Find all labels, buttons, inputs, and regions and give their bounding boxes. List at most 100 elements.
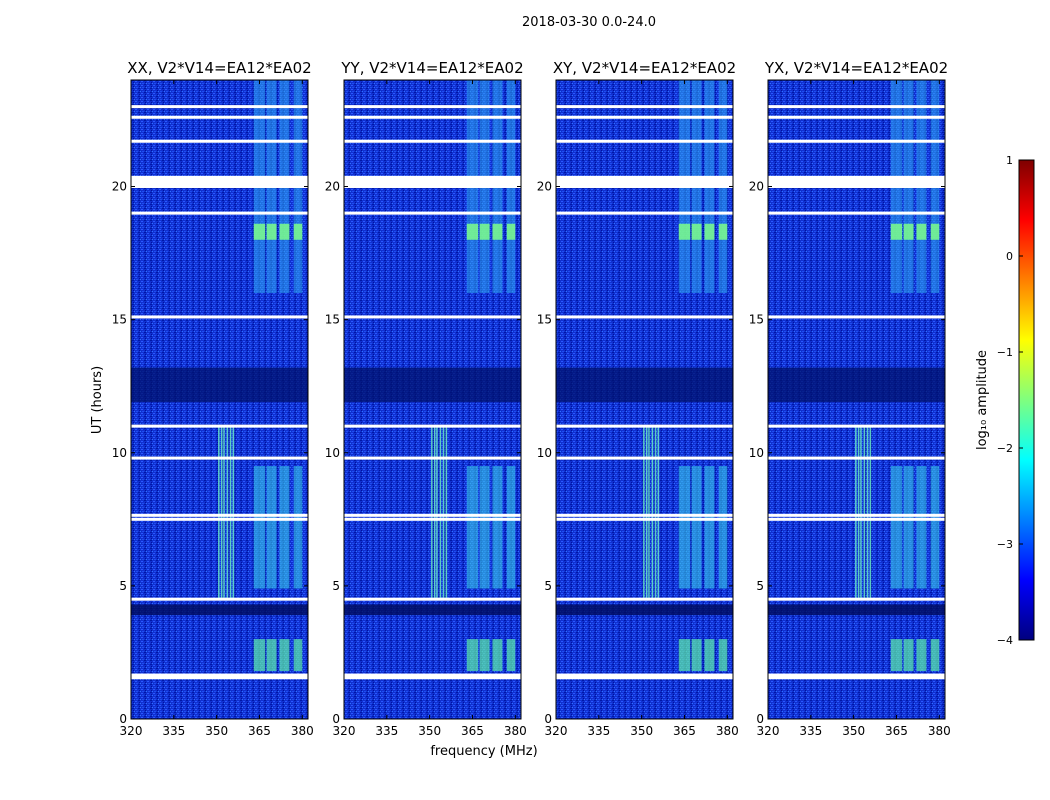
dark-band — [131, 604, 308, 616]
y-tick-label: 0 — [544, 712, 552, 726]
rfi-spike — [439, 426, 442, 600]
rfi-spike — [229, 426, 232, 600]
y-tick-label: 0 — [756, 712, 764, 726]
panel-3: YX, V2*V14=EA12*EA02 320 335 350 365 380 0 5 10 1… — [749, 59, 951, 738]
rfi-band-bright — [678, 223, 691, 240]
x-tick-label: 320 — [545, 724, 568, 738]
y-tick-label: 15 — [112, 313, 127, 327]
flagged-row — [768, 676, 945, 680]
figure-ylabel: UT (hours) — [90, 366, 105, 434]
dark-band — [556, 367, 733, 403]
y-tick-label: 20 — [749, 180, 764, 194]
flagged-row — [556, 139, 733, 143]
rfi-spike — [431, 426, 433, 600]
x-tick-label: 335 — [799, 724, 822, 738]
y-tick-label: 5 — [544, 579, 552, 593]
rfi-band-lower — [266, 639, 277, 672]
rfi-band-middle — [492, 466, 503, 589]
rfi-band-bright — [506, 223, 516, 240]
colorbar-tick-label: −3 — [997, 538, 1013, 551]
flagged-row — [131, 456, 308, 460]
rfi-band-bright — [279, 223, 290, 240]
x-tick-label: 335 — [375, 724, 398, 738]
rfi-spike — [855, 426, 857, 600]
x-tick-label: 380 — [291, 724, 314, 738]
rfi-band-lower — [506, 639, 516, 672]
rfi-band-lower — [704, 639, 715, 672]
dark-band — [344, 367, 521, 403]
rfi-band-middle — [903, 466, 914, 589]
flagged-row — [344, 105, 521, 109]
rfi-band-lower — [466, 639, 479, 672]
panel-title: YY, V2*V14=EA12*EA02 — [340, 59, 523, 77]
y-tick-label: 0 — [119, 712, 127, 726]
flagged-row — [556, 676, 733, 680]
rfi-band-bright — [718, 223, 728, 240]
flagged-row — [768, 673, 945, 677]
flagged-row — [556, 673, 733, 677]
flagged-row — [344, 456, 521, 460]
rfi-spike — [433, 426, 436, 600]
y-tick-label: 15 — [537, 313, 552, 327]
rfi-spike — [657, 426, 660, 600]
x-tick-label: 350 — [630, 724, 653, 738]
flagged-row — [556, 513, 733, 517]
rfi-spike — [651, 426, 654, 600]
flagged-row — [556, 105, 733, 109]
colorbar-tick-label: −1 — [997, 346, 1013, 359]
y-tick-label: 10 — [112, 446, 127, 460]
flagged-row — [131, 211, 308, 215]
rfi-band-bright — [253, 223, 266, 240]
x-tick-label: 380 — [928, 724, 951, 738]
rfi-spike — [218, 426, 220, 600]
rfi-band-bright — [704, 223, 715, 240]
rfi-band-lower — [279, 639, 290, 672]
rfi-spike — [226, 426, 229, 600]
rfi-band-middle — [279, 466, 290, 589]
flagged-row — [131, 513, 308, 517]
flagged-row — [556, 597, 733, 601]
flagged-row — [131, 597, 308, 601]
rfi-spike — [857, 426, 860, 600]
x-tick-label: 365 — [885, 724, 908, 738]
rfi-spike — [866, 426, 869, 600]
x-tick-label: 380 — [716, 724, 739, 738]
x-tick-label: 365 — [461, 724, 484, 738]
x-tick-label: 320 — [757, 724, 780, 738]
rfi-band-bright — [492, 223, 503, 240]
panel-title: XY, V2*V14=EA12*EA02 — [553, 59, 736, 77]
rfi-band-middle — [678, 466, 691, 589]
x-tick-label: 350 — [842, 724, 865, 738]
rfi-band-middle — [718, 466, 728, 589]
rfi-band-bright — [266, 223, 277, 240]
flagged-row — [344, 597, 521, 601]
colorbar-tick-label: −4 — [997, 634, 1013, 647]
rfi-band-bright — [691, 223, 702, 240]
flagged-row — [556, 315, 733, 319]
panel-1: YY, V2*V14=EA12*EA02 320 335 350 365 380 0 5 10 1… — [325, 59, 527, 738]
panel-title: YX, V2*V14=EA12*EA02 — [764, 59, 948, 77]
rfi-spike — [863, 426, 866, 600]
rfi-spike — [654, 426, 657, 600]
rfi-spike — [445, 426, 448, 600]
rfi-band-bright — [903, 223, 914, 240]
colorbar-tick-label: 0 — [1006, 250, 1013, 263]
rfi-band-middle — [691, 466, 702, 589]
y-tick-label: 5 — [119, 579, 127, 593]
x-tick-label: 335 — [162, 724, 185, 738]
flagged-row — [768, 211, 945, 215]
figure-xlabel: frequency (MHz) — [430, 744, 537, 759]
flagged-row — [768, 139, 945, 143]
dark-band — [556, 604, 733, 616]
colorbar-tick-label: −2 — [997, 442, 1013, 455]
rfi-band-middle — [266, 466, 277, 589]
rfi-band-middle — [253, 466, 266, 589]
rfi-band-middle — [506, 466, 516, 589]
rfi-band-lower — [479, 639, 490, 672]
rfi-band-lower — [678, 639, 691, 672]
x-tick-label: 350 — [205, 724, 228, 738]
y-tick-label: 10 — [749, 446, 764, 460]
rfi-band-lower — [916, 639, 927, 672]
rfi-spike — [643, 426, 645, 600]
flagged-row — [768, 517, 945, 521]
